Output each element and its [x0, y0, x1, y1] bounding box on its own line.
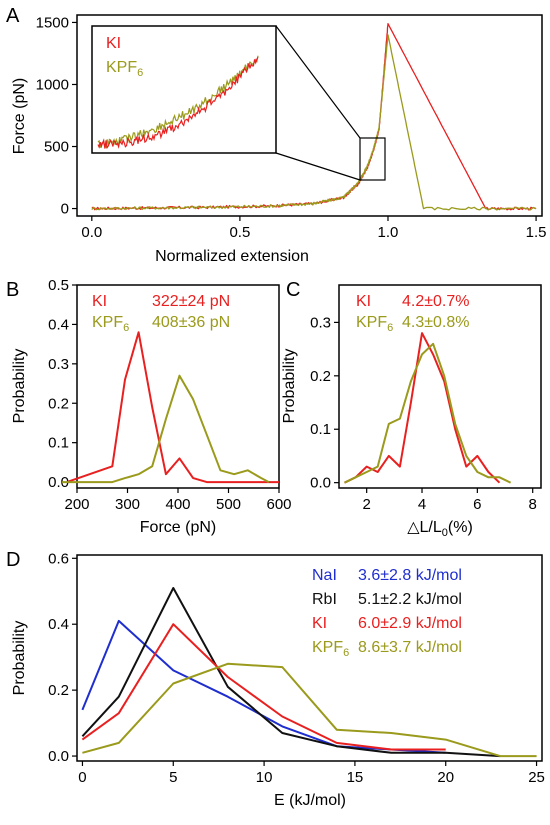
- legend-stat-ki: 6.0±2.9 kJ/mol: [358, 615, 462, 632]
- y-axis-label: Force (pN): [11, 78, 28, 154]
- legend-label-kpf6: KPF6: [92, 314, 129, 334]
- x-tick-label: 15: [347, 769, 364, 786]
- zoom-connector-line: [275, 25, 361, 139]
- y-tick-label: 0.0: [48, 474, 69, 491]
- panel-letter-d: D: [6, 549, 20, 571]
- y-tick-label: 0: [61, 201, 69, 218]
- legend-label-ki: KI: [92, 293, 107, 310]
- x-tick-label: 300: [115, 496, 140, 513]
- panel-letter-b: B: [6, 279, 19, 301]
- x-tick-label: 400: [165, 496, 190, 513]
- x-tick-label: 1.5: [526, 224, 547, 241]
- y-tick-label: 0.0: [48, 748, 69, 765]
- legend-label-ki: KI: [312, 615, 327, 632]
- panel-letter-c: C: [286, 279, 300, 301]
- zoom-connector-line: [275, 152, 361, 181]
- y-tick-label: 0.0: [310, 475, 331, 492]
- legend-stat-kpf6: 408±36 pN: [152, 314, 230, 331]
- legend-stat-ki: 322±24 pN: [152, 293, 230, 310]
- x-axis-label: Force (pN): [140, 519, 216, 536]
- legend-label-kpf6: KPF6: [106, 59, 143, 79]
- x-tick-label: 8: [529, 496, 537, 513]
- y-tick-label: 500: [44, 139, 69, 156]
- x-tick-label: 600: [266, 496, 291, 513]
- y-tick-label: 0.4: [48, 316, 69, 333]
- x-tick-label: 10: [256, 769, 273, 786]
- panel-c-frame: [338, 284, 542, 489]
- legend-label-nai: NaI: [312, 567, 337, 584]
- panel-b-rupture-force: 200 300 400 500 600 0.0 0.1 0.2 0.3 0.4 0.5 KI 322…: [11, 277, 292, 536]
- legend-label-ki: KI: [356, 293, 371, 310]
- x-axis-label: E (kJ/mol): [274, 792, 346, 809]
- x-tick-label: 4: [418, 496, 426, 513]
- y-tick-label: 0.3: [310, 314, 331, 331]
- legend-label-ki: KI: [106, 35, 121, 52]
- legend-label-kpf6: KPF6: [356, 314, 393, 334]
- panel-a-frame: [76, 14, 543, 217]
- x-tick-label: 200: [64, 496, 89, 513]
- x-axis-label: △L/L0(%): [407, 519, 473, 539]
- legend-label-kpf6: KPF6: [312, 639, 349, 659]
- y-axis-label: Probability: [11, 621, 28, 696]
- x-tick-label: 1.0: [378, 224, 399, 241]
- y-tick-label: 0.1: [310, 421, 331, 438]
- series-line-ki: [344, 332, 501, 484]
- panel-d-frame: [76, 554, 543, 762]
- inset-frame: [91, 25, 277, 154]
- x-tick-label: 25: [528, 769, 545, 786]
- legend-stat-nai: 3.6±2.8 kJ/mol: [358, 567, 462, 584]
- y-tick-label: 0.1: [48, 435, 69, 452]
- series-line-kpf6: [91, 34, 537, 211]
- y-axis-label: Probability: [281, 349, 298, 424]
- x-tick-label: 20: [437, 769, 454, 786]
- legend-label-rbi: RbI: [312, 591, 337, 608]
- x-tick-label: 6: [473, 496, 481, 513]
- series-line-kpf6: [82, 662, 537, 758]
- x-tick-label: 0.5: [229, 224, 250, 241]
- panel-d-energy: 0 5 10 15 20 25 0.0 0.2 0.4 0.6 NaI 3.6±2.8 kJ/mo…: [11, 550, 545, 809]
- series-line-kpf6: [344, 342, 512, 484]
- y-tick-label: 0.6: [48, 550, 69, 567]
- series-line-kpf6: [61, 374, 270, 484]
- zoom-region-box: [359, 137, 386, 181]
- panel-letter-a: A: [6, 5, 20, 27]
- x-tick-label: 5: [169, 769, 177, 786]
- y-tick-label: 0.3: [48, 356, 69, 373]
- series-line-ki: [81, 623, 446, 751]
- panel-a-force-extension: 0.0 0.5 1.0 1.5 0 500 1000 1500 KI KPF6 Normali…: [11, 14, 547, 265]
- x-tick-label: 0.0: [81, 224, 102, 241]
- inset-trace-kpf6: [97, 55, 259, 149]
- legend-stat-ki: 4.2±0.7%: [402, 293, 470, 310]
- y-tick-label: 0.2: [48, 682, 69, 699]
- legend-stat-kpf6: 4.3±0.8%: [402, 314, 470, 331]
- x-tick-label: 0: [78, 769, 86, 786]
- x-axis-label: Normalized extension: [155, 248, 309, 265]
- inset-trace-ki: [97, 56, 259, 150]
- panel-c-extension-change: 2 4 6 8 0.0 0.1 0.2 0.3 KI 4.2±0.7% KPF6 4.3±0.…: [281, 284, 542, 539]
- y-tick-label: 1500: [36, 14, 69, 31]
- y-tick-label: 0.4: [48, 616, 69, 633]
- y-tick-label: 0.5: [48, 277, 69, 294]
- y-tick-label: 0.2: [48, 395, 69, 412]
- series-line-rbi: [81, 587, 501, 758]
- x-tick-label: 500: [216, 496, 241, 513]
- y-tick-label: 1000: [36, 76, 69, 93]
- x-tick-label: 2: [362, 496, 370, 513]
- legend-stat-rbi: 5.1±2.2 kJ/mol: [358, 591, 462, 608]
- y-axis-label: Probability: [11, 349, 28, 424]
- legend-stat-kpf6: 8.6±3.7 kJ/mol: [358, 639, 462, 656]
- y-tick-label: 0.2: [310, 368, 331, 385]
